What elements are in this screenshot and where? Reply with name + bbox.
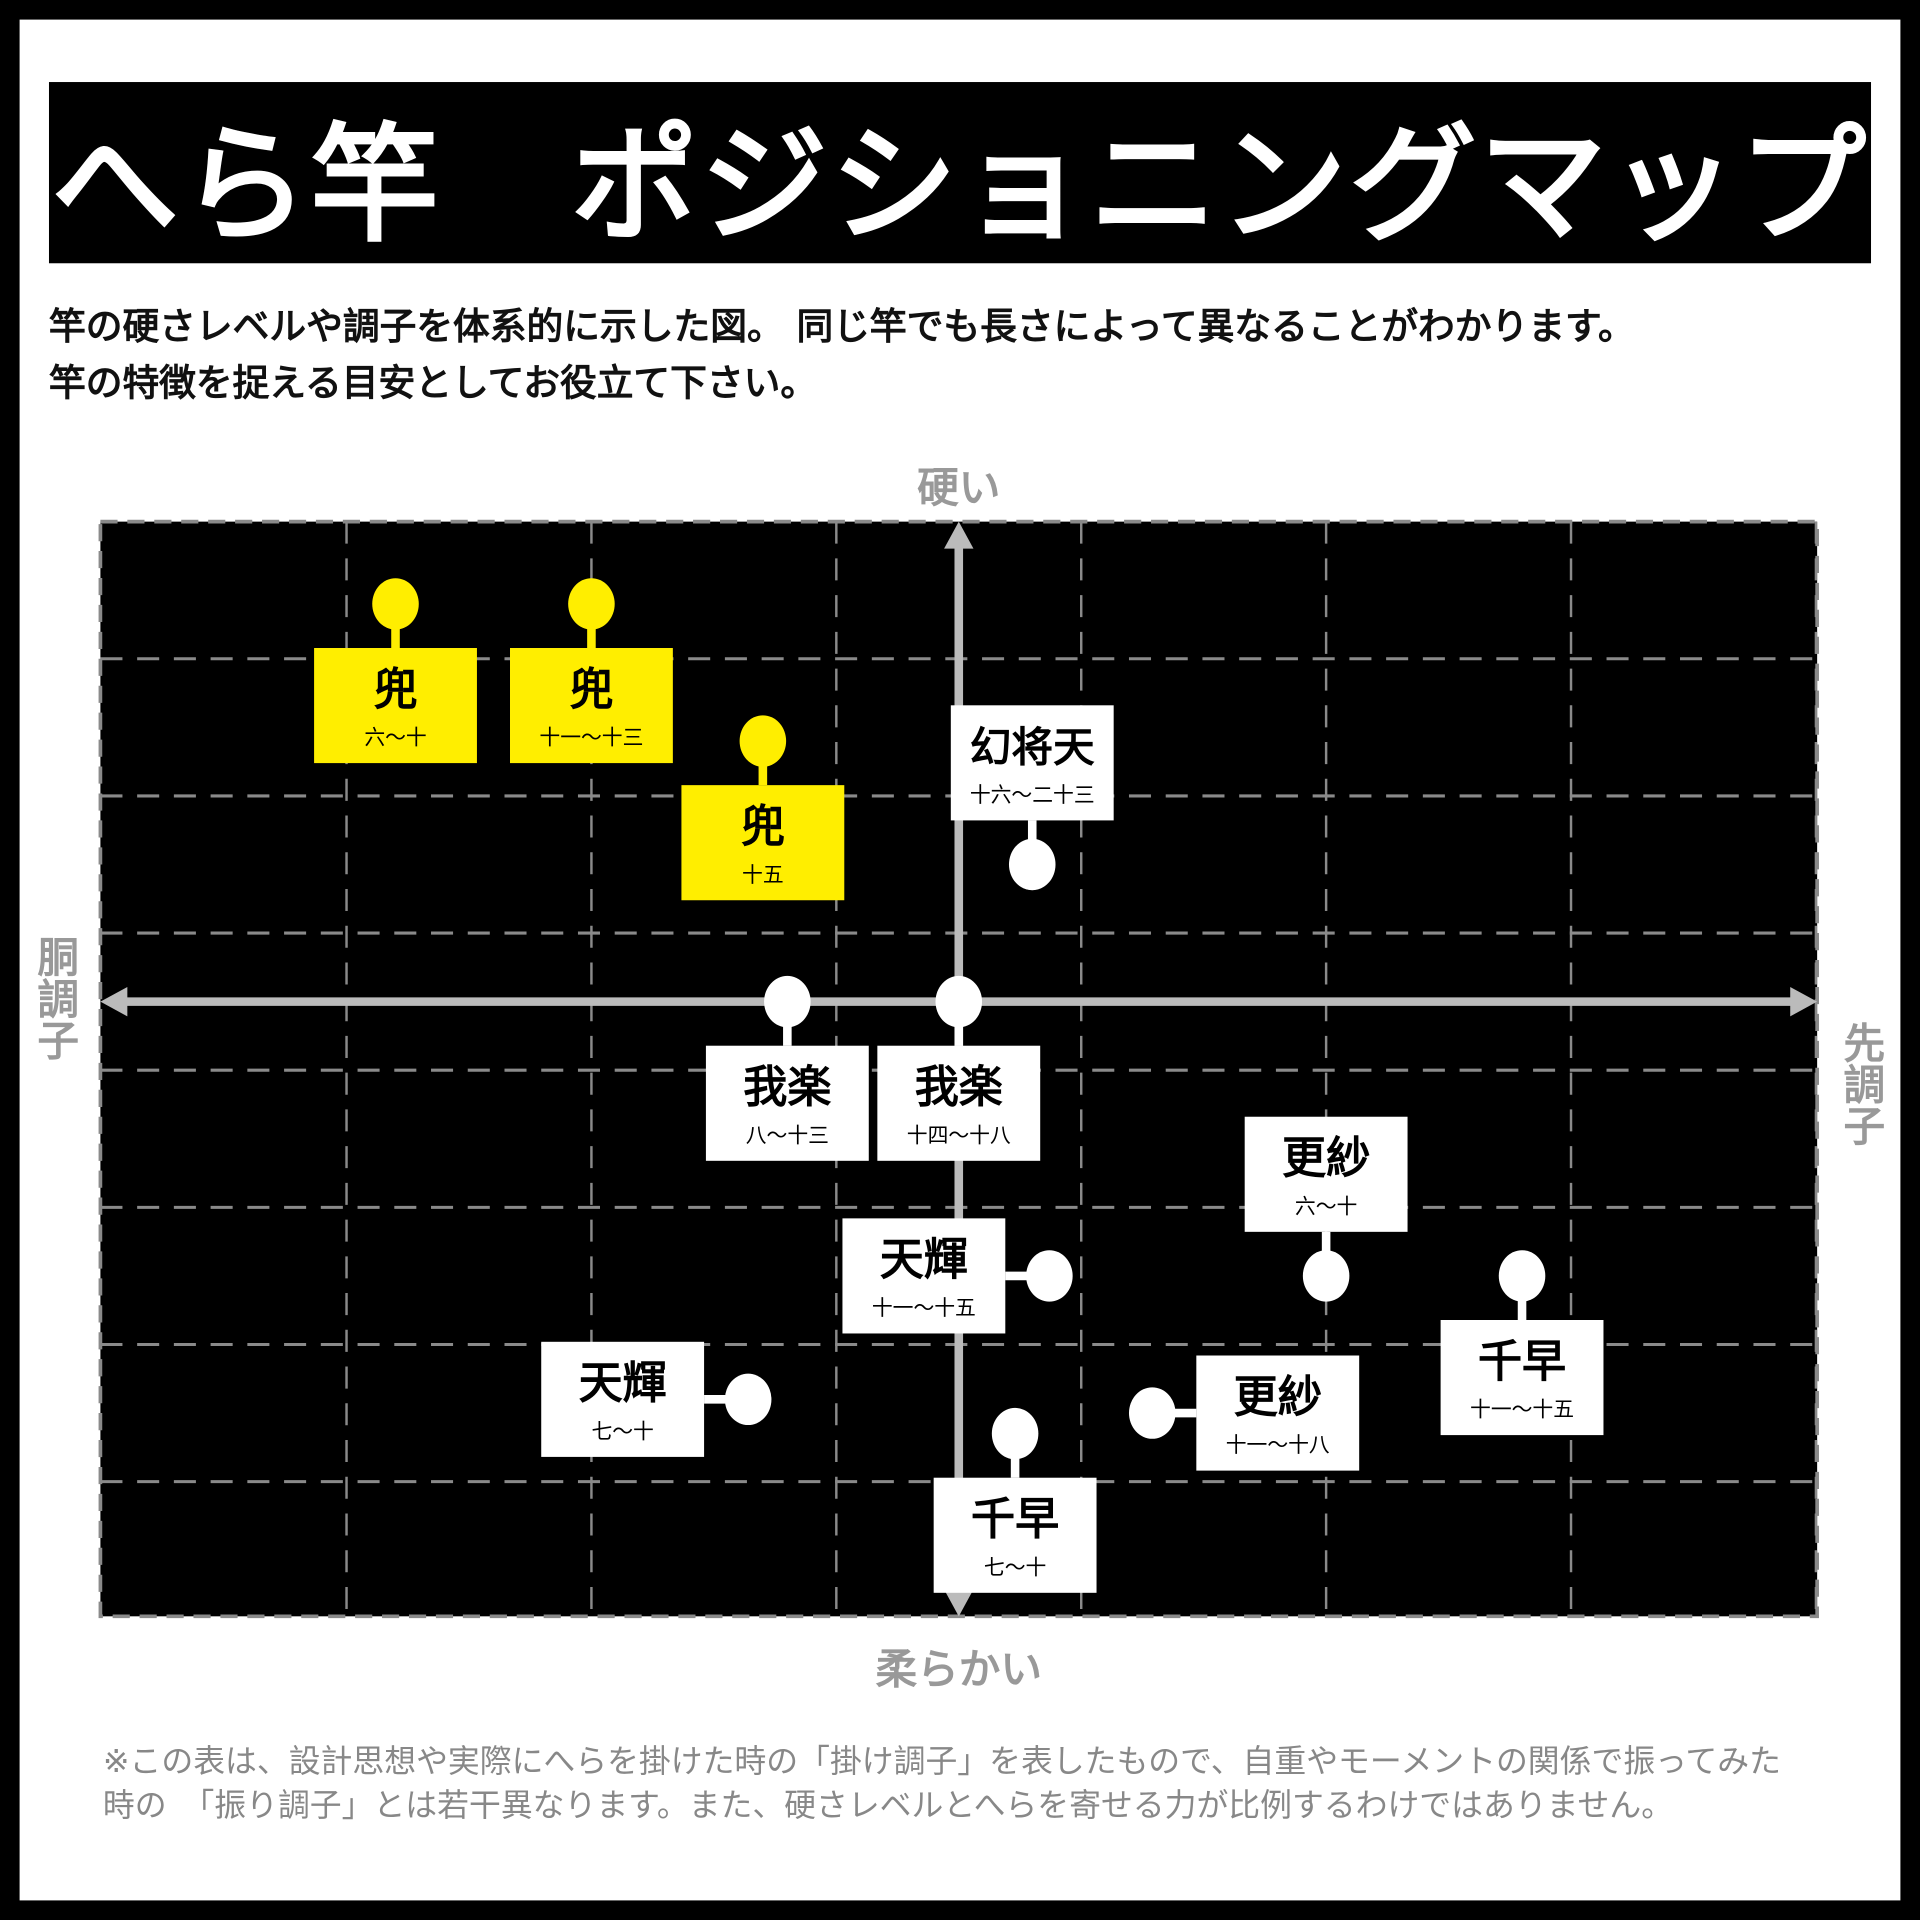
rod-name: 千早 bbox=[971, 1494, 1059, 1545]
label-card bbox=[541, 1341, 705, 1457]
data-point bbox=[568, 578, 615, 630]
data-point bbox=[1128, 1387, 1176, 1439]
axis-label-right: 先調子 bbox=[1835, 1021, 1885, 1147]
arrow-left-icon bbox=[100, 986, 128, 1017]
rod-name: 我楽 bbox=[915, 1062, 1003, 1113]
footnote-line-2: 時の 「振り調子」とは若干異なります。また、硬さレベルとへらを寄せる力が比例する… bbox=[102, 1787, 1674, 1825]
arrow-down-icon bbox=[944, 1589, 974, 1617]
data-point bbox=[1302, 1250, 1350, 1302]
rod-length-range: 十一～十五 bbox=[872, 1296, 976, 1320]
rod-length-range: 十一～十八 bbox=[1226, 1433, 1330, 1457]
data-point bbox=[764, 975, 811, 1028]
arrow-up-icon bbox=[944, 521, 974, 549]
rod-name: 天輝 bbox=[579, 1358, 667, 1409]
rod-length-range: 六～十 bbox=[1295, 1194, 1357, 1218]
footnote-line-1: ※この表は、設計思想や実際にへらを掛けた時の「掛け調子」を表したもので、自重やモ… bbox=[102, 1743, 1781, 1781]
rod-length-range: 十一～十五 bbox=[1470, 1398, 1574, 1422]
rod-name: 兜 bbox=[741, 801, 785, 852]
intro-line-1: 竿の硬さレベルや調子を体系的に示した図。 同じ竿でも長さによって異なることがわか… bbox=[48, 306, 1635, 349]
rod-length-range: 六～十 bbox=[364, 726, 426, 750]
rod-length-range: 七～十 bbox=[984, 1555, 1046, 1579]
rod-marker-0: 兜六～十 bbox=[314, 578, 477, 764]
rod-marker-2: 兜十五 bbox=[681, 715, 845, 901]
data-point bbox=[372, 578, 419, 630]
rod-length-range: 十一～十三 bbox=[539, 726, 643, 750]
data-point bbox=[1498, 1250, 1546, 1302]
arrow-right-icon bbox=[1790, 986, 1818, 1017]
rod-length-range: 十四～十八 bbox=[907, 1123, 1011, 1147]
rod-marker-9: 天輝七～十 bbox=[541, 1341, 772, 1457]
rod-name: 兜 bbox=[569, 664, 613, 715]
data-point bbox=[739, 715, 787, 767]
rod-name: 天輝 bbox=[880, 1235, 968, 1286]
rod-length-range: 八～十三 bbox=[746, 1123, 829, 1147]
label-card bbox=[950, 705, 1114, 821]
rod-name: 我楽 bbox=[743, 1062, 831, 1113]
rod-marker-6: 更紗六～十 bbox=[1244, 1116, 1408, 1302]
intro-line-2: 竿の特徴を捉える目安としてお役立て下さい。 bbox=[48, 362, 818, 406]
data-point bbox=[991, 1407, 1039, 1460]
rod-name: 幻将天 bbox=[970, 723, 1095, 772]
data-point bbox=[1008, 838, 1056, 891]
axis-label-bottom: 柔らかい bbox=[875, 1645, 1043, 1695]
label-card bbox=[842, 1218, 1006, 1334]
rod-marker-1: 兜十一～十三 bbox=[510, 578, 673, 764]
label-card bbox=[510, 648, 673, 764]
rod-marker-11: 千早七～十 bbox=[933, 1407, 1097, 1593]
label-card bbox=[1440, 1320, 1604, 1436]
axis-label-top: 硬い bbox=[917, 464, 1001, 514]
label-card bbox=[314, 648, 477, 764]
rod-name: 千早 bbox=[1478, 1336, 1566, 1387]
rod-name: 更紗 bbox=[1234, 1372, 1322, 1423]
rod-length-range: 十六～二十三 bbox=[970, 783, 1095, 807]
rod-name: 兜 bbox=[373, 664, 417, 715]
rod-marker-4: 我楽八～十三 bbox=[705, 975, 869, 1161]
label-card bbox=[877, 1045, 1041, 1161]
label-card bbox=[681, 785, 845, 901]
rod-name: 更紗 bbox=[1282, 1133, 1370, 1184]
page-title: へら竿 ポジショニングマップ bbox=[48, 82, 1872, 264]
rod-length-range: 十五 bbox=[742, 863, 784, 887]
data-point bbox=[724, 1373, 772, 1426]
rod-length-range: 七～十 bbox=[591, 1420, 653, 1444]
axis-label-left: 胴調子 bbox=[29, 935, 79, 1061]
label-card bbox=[1196, 1355, 1360, 1471]
label-card bbox=[1244, 1116, 1408, 1232]
data-point bbox=[935, 975, 983, 1028]
label-card bbox=[933, 1477, 1097, 1593]
data-point bbox=[1026, 1250, 1073, 1302]
label-card bbox=[705, 1045, 869, 1161]
